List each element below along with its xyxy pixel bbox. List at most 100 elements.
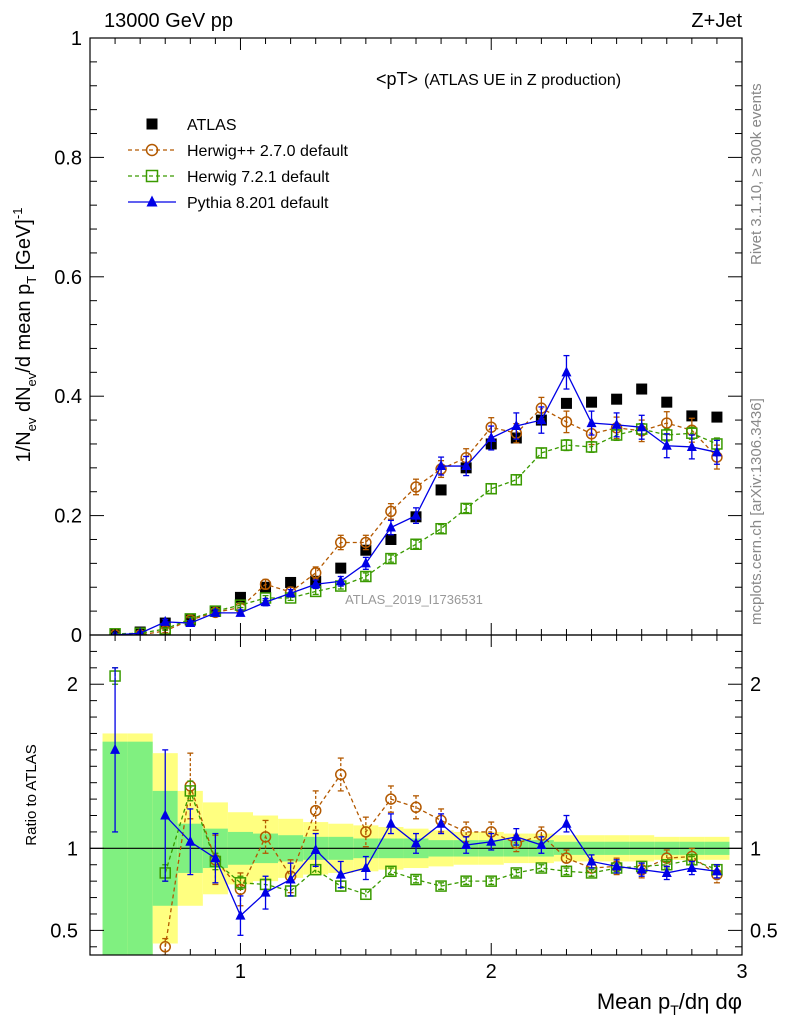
ratio-point (435, 880, 447, 892)
plot-title-sub: (ATLAS UE in Z production) (424, 72, 621, 89)
data-point (636, 421, 647, 432)
ratio-y-tick-label-right: 1 (750, 838, 761, 860)
ratio-y-tick-label: 2 (67, 674, 78, 696)
data-point (385, 552, 397, 565)
data-point (611, 393, 623, 405)
ratio-line (164, 773, 718, 947)
ratio-point (185, 835, 196, 846)
ratio-point (234, 877, 247, 889)
data-point (436, 460, 447, 471)
data-point (335, 536, 347, 549)
y-tick-label: 0.2 (54, 506, 82, 528)
ratio-y-tick-label-right: 2 (750, 674, 761, 696)
data-point (560, 439, 573, 451)
data-point (335, 562, 347, 574)
data-point (585, 441, 598, 453)
data-point (460, 502, 472, 515)
data-point (486, 431, 497, 442)
data-point (411, 509, 421, 520)
ratio-point (360, 826, 372, 838)
data-point (661, 417, 673, 429)
ratio-point (485, 875, 497, 887)
data-point (385, 533, 397, 545)
ratio-point (486, 835, 497, 846)
data-point (260, 596, 271, 607)
x-axis-title: Mean pT/dη dφ (597, 989, 742, 1018)
ratio-point (661, 866, 672, 877)
series-3-ratio (110, 667, 722, 936)
y-tick-label: 0.8 (54, 147, 82, 169)
data-point (511, 420, 522, 431)
ratio-y-tick-label: 0.5 (50, 920, 78, 942)
y-axis-title-main: 1/Nev dNev/d mean pT [GeV]-1 (10, 208, 39, 463)
ratio-point (385, 865, 397, 878)
data-point (560, 416, 573, 428)
ratio-y-tick-label-right: 0.5 (750, 920, 778, 942)
legend-label: Herwig 7.2.1 default (187, 169, 330, 186)
data-point (235, 606, 246, 617)
data-point (636, 383, 648, 395)
data-point (435, 522, 447, 535)
ratio-point (159, 941, 171, 953)
ratio-point (360, 888, 372, 901)
data-point (360, 570, 372, 583)
data-point (711, 411, 723, 423)
ratio-point (335, 768, 347, 781)
legend-marker (145, 143, 159, 157)
data-point (510, 474, 523, 486)
ratio-line (164, 788, 718, 896)
data-point (285, 587, 296, 598)
ratio-point (310, 843, 321, 854)
ratio-point (410, 873, 422, 886)
legend-marker (146, 195, 158, 207)
data-point (385, 521, 396, 532)
y-tick-label: 1 (71, 28, 82, 50)
data-point (309, 567, 322, 579)
rivet-label: Rivet 3.1.10, ≥ 300k events (748, 83, 765, 265)
x-tick-label: 2 (486, 961, 497, 983)
ratio-point (210, 852, 221, 863)
ratio-point (535, 862, 548, 874)
ratio-frame (89, 634, 743, 956)
main-panel: 0 0.2 0.4 0.6 0.8 1 (54, 28, 743, 955)
ratio-point (260, 886, 271, 897)
ratio-point (335, 868, 346, 879)
data-point (536, 414, 547, 425)
data-point (686, 410, 698, 422)
y-tick-label: 0 (71, 625, 82, 647)
data-point (259, 578, 272, 591)
data-point (210, 606, 221, 617)
data-point (410, 481, 422, 493)
data-point (661, 439, 672, 450)
data-point (109, 628, 121, 635)
data-point (160, 615, 171, 626)
ratio-point (636, 863, 647, 874)
ratio-point (611, 860, 622, 871)
ratio-point (686, 862, 697, 873)
ratio-point (586, 855, 597, 866)
y-tick-label: 0.6 (54, 267, 82, 289)
ratio-point (436, 817, 447, 828)
legend-marker (145, 169, 159, 183)
data-point (285, 576, 297, 588)
y-tick-label: 0.4 (54, 386, 82, 408)
plot-title-main: <pT> (376, 69, 418, 89)
legend-label: ATLAS (187, 117, 237, 134)
data-point (586, 396, 598, 408)
data-point (560, 397, 572, 409)
data-point (686, 440, 697, 451)
ratio-point (411, 837, 421, 848)
ratio-point (235, 909, 246, 920)
data-point (485, 482, 497, 495)
series-3-main (112, 354, 722, 635)
ratio-panel: 1 2 30.5 0.51 12 2 (50, 634, 778, 983)
data-point (435, 484, 447, 496)
ratio-point (385, 817, 396, 828)
data-point (185, 617, 196, 628)
x-tick-label: 1 (235, 961, 246, 983)
ratio-point (160, 809, 171, 820)
legend: ATLAS Herwig++ 2.7.0 default Herwig 7.2.1 … (128, 117, 349, 212)
data-point (234, 591, 246, 603)
legend-marker (146, 118, 158, 130)
mcplots-label: mcplots.cern.ch [arXiv:1306.3436] (748, 398, 765, 625)
